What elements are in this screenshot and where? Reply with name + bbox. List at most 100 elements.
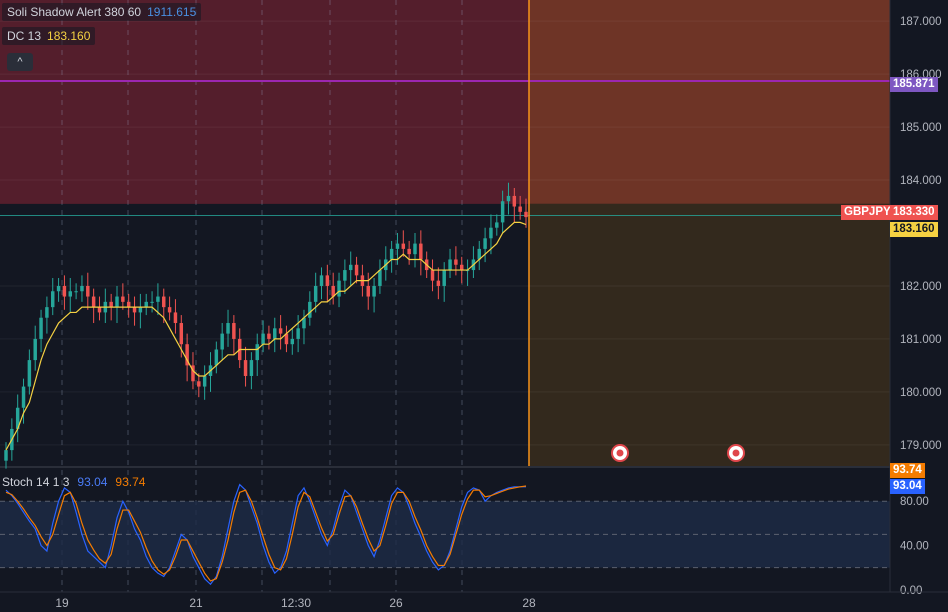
time-tick-label: 12:30: [281, 596, 311, 610]
price-tick-label: 185.000: [900, 122, 942, 134]
candle: [477, 248, 481, 260]
candle: [436, 280, 441, 286]
candle: [343, 270, 347, 281]
price-tick-label: 187.000: [900, 16, 942, 28]
stoch-d-line: [5, 485, 527, 582]
candle: [372, 285, 376, 297]
candle: [132, 307, 137, 313]
stoch-k-value: 93.04: [77, 475, 108, 489]
candle: [389, 248, 394, 260]
candle: [27, 360, 32, 387]
candle: [185, 344, 189, 366]
candle: [150, 301, 154, 303]
dc-line: [5, 221, 527, 451]
dc-value-badge: 183.160: [890, 222, 938, 237]
candle: [162, 296, 166, 308]
stoch-d-badge: 93.74: [890, 463, 925, 478]
candle: [319, 275, 324, 286]
candle: [91, 296, 96, 308]
time-tick-label: 19: [55, 596, 69, 610]
candle: [15, 407, 20, 429]
candle: [126, 301, 131, 308]
candle: [255, 344, 259, 361]
candle: [401, 243, 406, 249]
alert-level-badge: 185.871: [890, 77, 938, 92]
candle: [261, 333, 265, 345]
candle: [454, 259, 458, 265]
projection-zone-upper: [529, 0, 890, 204]
indicator-value: 1911.615: [147, 5, 197, 19]
price-tick-label: 179.000: [900, 440, 942, 452]
candle: [173, 312, 178, 324]
price-tick-label: 180.000: [900, 387, 942, 399]
candle: [273, 328, 277, 339]
candle: [243, 360, 248, 376]
candle: [331, 285, 335, 297]
stoch-k-line: [5, 483, 527, 586]
stoch-k-badge: 93.04: [890, 479, 925, 494]
candle: [413, 243, 417, 255]
price-axis-bg: [890, 0, 948, 612]
price-tick-label: 184.000: [900, 175, 942, 187]
candle: [138, 307, 143, 313]
indicator-name: Soli Shadow Alert 380 60: [7, 5, 142, 19]
candle: [45, 307, 49, 318]
candle: [419, 243, 423, 260]
candle: [191, 365, 195, 382]
candle: [21, 386, 26, 408]
candle: [459, 264, 464, 271]
candle: [518, 206, 522, 212]
candle: [313, 285, 318, 302]
candle: [80, 285, 84, 292]
candle: [296, 328, 300, 339]
candle: [448, 259, 452, 271]
candle: [325, 275, 330, 286]
alert-marker-dot: [732, 449, 740, 457]
candle: [442, 270, 446, 286]
candle: [354, 264, 359, 276]
candle: [226, 323, 230, 334]
candle: [167, 307, 172, 313]
candle: [348, 264, 353, 271]
candle: [197, 381, 201, 387]
indicator-name: DC 13: [7, 29, 42, 43]
indicator-legend-soli[interactable]: Soli Shadow Alert 380 60 1911.615: [2, 3, 202, 21]
candle: [220, 333, 224, 350]
price-tick-label: 181.000: [900, 334, 942, 346]
time-tick-label: 26: [389, 596, 403, 610]
candle: [500, 201, 505, 223]
candle: [62, 285, 67, 297]
stoch-legend[interactable]: Stoch 14 1 3 93.04 93.74: [2, 475, 145, 489]
candle: [489, 227, 493, 239]
candle: [51, 291, 55, 308]
candle: [4, 450, 8, 461]
collapse-legend-button[interactable]: ^: [7, 53, 33, 71]
candle: [483, 238, 487, 249]
candle: [407, 248, 411, 255]
candle: [144, 301, 148, 308]
candle: [495, 222, 499, 228]
candle: [74, 291, 78, 293]
candle: [366, 285, 370, 297]
candle: [56, 285, 61, 292]
candle: [202, 375, 207, 387]
candle: [68, 291, 73, 297]
candle: [109, 301, 113, 308]
symbol-badge: GBPJPY: [841, 205, 894, 220]
stoch-tick-label: 0.00: [900, 585, 922, 597]
candle: [302, 317, 306, 329]
candle: [378, 270, 382, 286]
candle: [284, 333, 289, 345]
candle: [278, 328, 283, 334]
candle: [33, 338, 37, 361]
chevron-up-icon: ^: [17, 56, 23, 68]
candle: [121, 296, 125, 302]
alert-marker-dot: [616, 449, 624, 457]
candle: [39, 317, 43, 339]
indicator-legend-dc[interactable]: DC 13 183.160: [2, 27, 96, 45]
stoch-name: Stoch 14 1 3: [2, 475, 70, 489]
last-price-badge: 183.330: [890, 205, 938, 220]
stoch-tick-label: 40.00: [900, 541, 929, 553]
candle: [97, 307, 102, 313]
